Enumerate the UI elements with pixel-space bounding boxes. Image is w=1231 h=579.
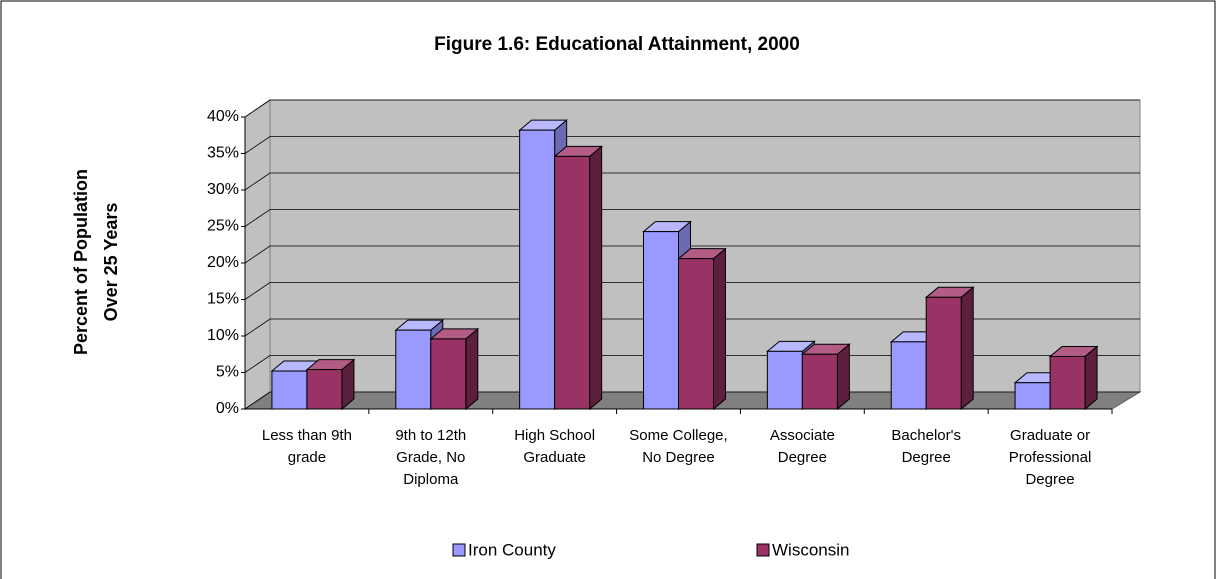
grid-line <box>244 172 1140 191</box>
y-tick-label: 10% <box>207 327 239 344</box>
y-tick-label: 20% <box>207 254 239 271</box>
bar-side <box>836 343 850 411</box>
bar-side <box>713 247 726 411</box>
bar <box>554 155 591 410</box>
x-tick-label: Some College, No Degree <box>629 427 728 466</box>
grid-line <box>244 99 1140 118</box>
grid-line <box>244 391 1140 410</box>
x-tick-label: Bachelor's Degree <box>891 427 961 466</box>
x-tick-label: High School Graduate <box>514 427 596 466</box>
bar <box>766 350 803 410</box>
bar-side <box>1084 345 1098 411</box>
x-tick-label: Graduate or Professional Degree <box>1008 427 1092 488</box>
bar <box>925 296 962 410</box>
x-tick-label: Less than 9th grade <box>261 427 352 466</box>
bar <box>890 341 927 410</box>
y-tick-label: 30% <box>207 181 239 198</box>
bar <box>1049 355 1086 410</box>
chart-title: Figure 1.6: Educational Attainment, 2000 <box>434 34 800 55</box>
grid-line <box>244 282 1140 300</box>
grid-line <box>244 245 1140 264</box>
legend-swatch <box>452 543 466 557</box>
bar <box>678 258 714 410</box>
grid-line <box>244 136 1140 154</box>
legend-label: Wisconsin <box>772 540 849 559</box>
x-tick-label: Associate Degree <box>769 427 835 466</box>
y-tick-label: 25% <box>207 218 239 235</box>
bar <box>306 369 343 410</box>
x-tick-label: 9th to 12th Grade, No Diploma <box>395 427 467 488</box>
bar-side <box>960 286 974 411</box>
y-tick-label: 0% <box>216 400 239 417</box>
y-tick-label: 35% <box>207 145 239 162</box>
grid-line <box>244 355 1140 373</box>
y-axis-title-line: Percent of Population <box>71 169 91 355</box>
y-axis-title: Percent of Population Over 25 Years <box>71 169 121 355</box>
legend-label: Iron County <box>468 540 556 559</box>
legend-swatch <box>756 543 770 557</box>
bar <box>643 231 679 410</box>
bar <box>395 329 432 410</box>
grid-line <box>244 318 1140 337</box>
bar <box>430 338 467 410</box>
y-tick-label: 40% <box>207 108 239 125</box>
bar <box>519 129 556 410</box>
y-tick-label: 5% <box>216 364 239 381</box>
y-tick-label: 15% <box>207 291 239 308</box>
y-axis-title-line: Over 25 Years <box>101 203 121 322</box>
grid-line <box>244 209 1140 227</box>
bar <box>1014 382 1051 410</box>
bar <box>801 353 838 410</box>
bar <box>271 370 308 410</box>
bar-side <box>589 145 603 411</box>
bar-side <box>465 327 479 411</box>
